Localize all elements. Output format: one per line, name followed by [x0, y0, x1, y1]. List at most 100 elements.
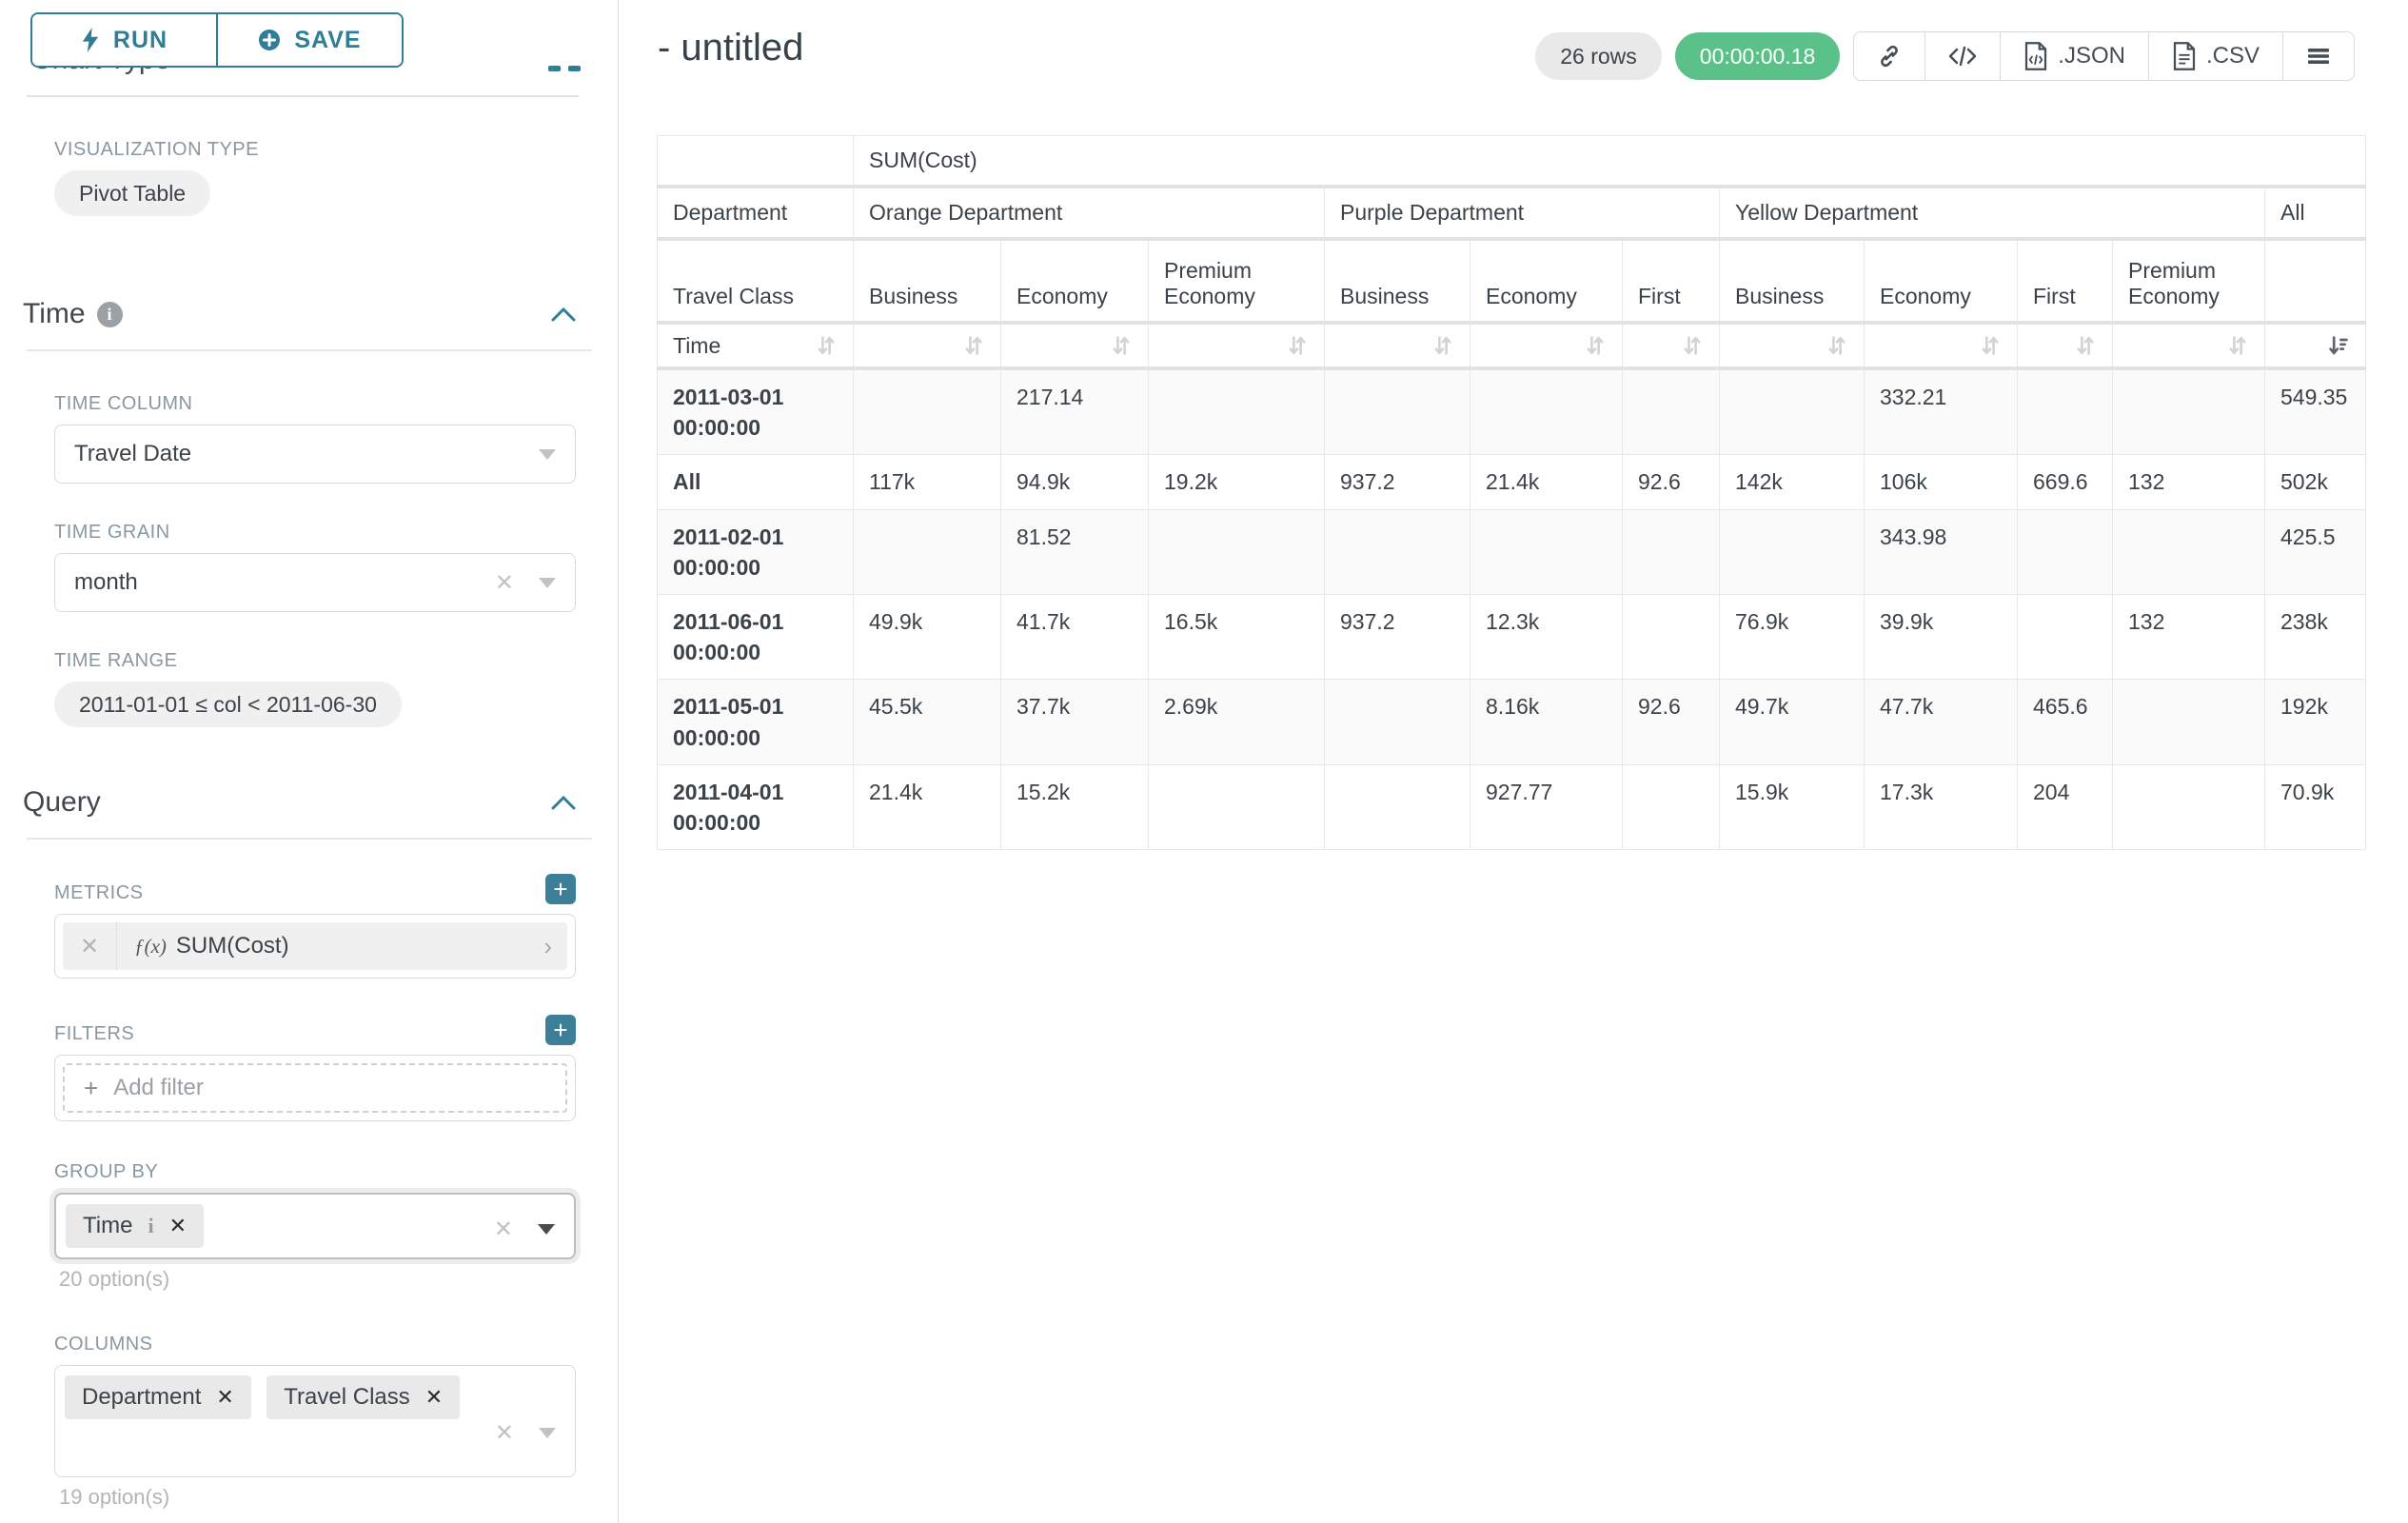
view-query-button[interactable]: [1924, 32, 2000, 80]
department-header-cell: Orange Department: [854, 187, 1325, 239]
info-icon[interactable]: i: [97, 302, 123, 327]
pivot-value-cell: 15.2k: [1001, 764, 1149, 849]
run-button-label: RUN: [113, 27, 168, 54]
time-section-header[interactable]: Time i: [23, 298, 576, 330]
pivot-row: 2011-06-01 00:00:0049.9k41.7k16.5k937.21…: [658, 594, 2366, 679]
query-timer-badge: 00:00:00.18: [1675, 32, 1841, 80]
columns-chip-department[interactable]: Department ✕: [65, 1375, 251, 1419]
time-column-select[interactable]: Travel Date: [54, 425, 576, 484]
metric-chip-label: SUM(Cost): [176, 933, 289, 959]
time-range-pill[interactable]: 2011-01-01 ≤ col < 2011-06-30: [54, 682, 402, 727]
sort-icon[interactable]: [1681, 334, 1704, 357]
time-column-label: TIME COLUMN: [54, 393, 619, 415]
sort-icon[interactable]: [1110, 334, 1133, 357]
time-range-label: TIME RANGE: [54, 650, 619, 672]
travel-class-axis-label: Travel Class: [658, 239, 854, 323]
metric-chip[interactable]: ✕ ƒ(x) SUM(Cost) ›: [63, 922, 567, 970]
travel-class-header-cell: Economy: [1470, 239, 1623, 323]
columns-select[interactable]: Department ✕ Travel Class ✕ ✕: [54, 1365, 576, 1477]
chevron-up-icon[interactable]: [551, 307, 576, 322]
pivot-value-cell: [1325, 680, 1470, 764]
pivot-value-cell: [1720, 368, 1865, 455]
run-button[interactable]: RUN: [32, 14, 216, 66]
columns-label: COLUMNS: [54, 1334, 619, 1355]
group-by-chip-time[interactable]: Time i ✕: [66, 1204, 204, 1248]
pivot-value-cell: 70.9k: [2265, 764, 2366, 849]
row-header-cell: All: [658, 455, 854, 509]
divider: [27, 838, 592, 840]
sort-icon[interactable]: [1584, 334, 1607, 357]
chevron-right-icon[interactable]: ›: [528, 932, 567, 961]
add-filter-plus-button[interactable]: +: [545, 1015, 576, 1045]
sort-header-cell: [1865, 323, 2018, 368]
department-axis-label: Department: [658, 187, 854, 239]
download-json-button[interactable]: .JSON: [2000, 32, 2148, 80]
travel-class-header-cell: Premium Economy: [1149, 239, 1325, 323]
travel-class-header-cell: [2265, 239, 2366, 323]
pivot-value-cell: 49.7k: [1720, 680, 1865, 764]
sort-icon[interactable]: [1826, 334, 1848, 357]
travel-class-header-cell: First: [2018, 239, 2113, 323]
pivot-value-cell: 92.6: [1623, 455, 1720, 509]
time-grain-select[interactable]: month ✕: [54, 553, 576, 612]
pivot-value-cell: 106k: [1865, 455, 2018, 509]
clear-icon[interactable]: ✕: [495, 569, 514, 597]
chevron-up-icon[interactable]: [551, 795, 576, 810]
query-section-header[interactable]: Query: [23, 786, 576, 819]
visualization-type-pill[interactable]: Pivot Table: [54, 170, 210, 216]
pivot-row: 2011-04-01 00:00:0021.4k15.2k927.7715.9k…: [658, 764, 2366, 849]
pivot-value-cell: 192k: [2265, 680, 2366, 764]
row-header-cell: 2011-02-01 00:00:00: [658, 509, 854, 594]
section-icon-fragment: [548, 66, 561, 71]
close-icon[interactable]: ✕: [425, 1385, 443, 1410]
sort-icon[interactable]: [962, 334, 985, 357]
pivot-value-cell: [1325, 509, 1470, 594]
download-csv-button[interactable]: .CSV: [2148, 32, 2282, 80]
sort-descending-icon[interactable]: [2327, 334, 2350, 357]
row-header-cell: 2011-06-01 00:00:00: [658, 594, 854, 679]
sort-icon[interactable]: [2074, 334, 2097, 357]
columns-chip-travel-class[interactable]: Travel Class ✕: [266, 1375, 460, 1419]
sort-header-cell: [854, 323, 1001, 368]
sort-header-cell: [2265, 323, 2366, 368]
travel-class-header-cell: Economy: [1865, 239, 2018, 323]
sort-icon[interactable]: [1431, 334, 1454, 357]
pivot-value-cell: 927.77: [1470, 764, 1623, 849]
more-menu-button[interactable]: [2282, 32, 2354, 80]
clear-icon[interactable]: ✕: [495, 1419, 514, 1447]
sort-header-cell: [1325, 323, 1470, 368]
divider: [27, 349, 592, 351]
pivot-value-cell: [1470, 368, 1623, 455]
pivot-value-cell: 117k: [854, 455, 1001, 509]
pivot-value-cell: 21.4k: [854, 764, 1001, 849]
pivot-value-cell: 81.52: [1001, 509, 1149, 594]
csv-button-label: .CSV: [2206, 43, 2260, 69]
save-button[interactable]: SAVE: [216, 14, 402, 66]
sort-icon[interactable]: [1286, 334, 1309, 357]
group-by-select[interactable]: Time i ✕ ✕: [54, 1193, 576, 1259]
department-header-cell: Purple Department: [1325, 187, 1720, 239]
json-file-icon: [2023, 42, 2048, 70]
pivot-value-cell: 45.5k: [854, 680, 1001, 764]
sort-icon[interactable]: [815, 334, 838, 357]
chip-label: Travel Class: [284, 1384, 409, 1411]
pivot-value-cell: 238k: [2265, 594, 2366, 679]
info-icon[interactable]: i: [148, 1214, 153, 1238]
close-icon[interactable]: ✕: [169, 1214, 187, 1238]
clear-icon[interactable]: ✕: [494, 1216, 513, 1243]
add-metric-button[interactable]: +: [545, 874, 576, 904]
copy-link-button[interactable]: [1854, 32, 1924, 80]
pivot-value-cell: [2018, 594, 2113, 679]
close-icon[interactable]: ✕: [216, 1385, 233, 1410]
sort-icon[interactable]: [1979, 334, 2002, 357]
travel-class-header-cell: Economy: [1001, 239, 1149, 323]
pivot-value-cell: 21.4k: [1470, 455, 1623, 509]
pivot-value-cell: 19.2k: [1149, 455, 1325, 509]
remove-metric-icon[interactable]: ✕: [63, 933, 116, 960]
sort-icon[interactable]: [2226, 334, 2249, 357]
pivot-value-cell: [1623, 764, 1720, 849]
save-button-label: SAVE: [294, 27, 361, 54]
add-filter-button[interactable]: + Add filter: [63, 1063, 567, 1113]
filters-label: FILTERS: [54, 1023, 134, 1045]
pivot-value-cell: [1623, 368, 1720, 455]
